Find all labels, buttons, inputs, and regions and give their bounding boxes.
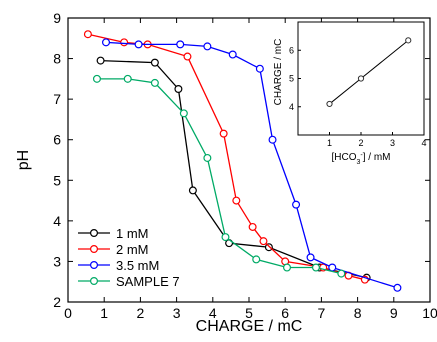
series-line [100, 59, 367, 279]
legend-label: SAMPLE 7 [116, 274, 180, 289]
data-point [393, 283, 402, 292]
main-axis-ticks: 0 1 2 3 4 5 6 7 8 9 10 2 3 4 5 6 7 8 9 [53, 10, 437, 321]
inset-y-axis-title: CHARGE / mC [273, 39, 284, 106]
data-point [96, 56, 105, 65]
data-point [219, 129, 228, 138]
series-3-5-mm [102, 38, 402, 292]
x-axis-title: CHARGE / mC [196, 318, 303, 335]
main-series-group [83, 30, 402, 292]
x-tick-label: 0 [64, 305, 72, 321]
inset-x-tick-label: 2 [358, 138, 363, 148]
data-point [292, 200, 301, 209]
data-point [328, 263, 337, 272]
data-point [264, 243, 273, 252]
data-point [203, 42, 212, 51]
data-point [183, 52, 192, 61]
x-tick-label: 10 [422, 305, 437, 321]
data-point [221, 233, 230, 242]
y-tick-label: 6 [53, 132, 61, 148]
data-point [123, 74, 132, 83]
data-point [188, 186, 197, 195]
main-plot: 0 1 2 3 4 5 6 7 8 9 10 2 3 4 5 6 7 8 9 CHARGE / mC pH [15, 10, 437, 335]
y-tick-label: 3 [53, 253, 61, 269]
data-point [203, 153, 212, 162]
series-sample-7 [92, 74, 346, 278]
legend-marker [89, 229, 98, 238]
data-point [283, 263, 292, 272]
data-point [306, 253, 315, 262]
legend-label: 1 mM [116, 226, 149, 241]
inset-series-group [326, 37, 412, 108]
data-point [92, 74, 101, 83]
inset-data-point [326, 100, 333, 108]
data-point [337, 269, 346, 278]
x-tick-label: 9 [390, 305, 398, 321]
inset-y-tick-label: 4 [289, 102, 294, 112]
inset-x-axis-title: [HCO3-] / mM [331, 152, 390, 166]
inset-x-tick-label: 1 [327, 138, 332, 148]
legend-marker [89, 277, 98, 286]
y-tick-label: 7 [53, 91, 61, 107]
data-point [150, 78, 159, 87]
x-tick-label: 6 [281, 305, 289, 321]
data-point [179, 109, 188, 118]
data-point [259, 237, 268, 246]
y-tick-label: 2 [53, 294, 61, 310]
data-point [102, 38, 111, 47]
data-point [311, 263, 320, 272]
data-point [232, 196, 241, 205]
inset-plot: 1 2 3 4 4 5 6 CHARGE / mC [HCO3-] / mM [273, 21, 427, 166]
data-point [134, 40, 143, 49]
data-point [176, 40, 185, 49]
legend-marker [89, 245, 98, 254]
data-point [174, 84, 183, 93]
data-point [252, 255, 261, 264]
inset-x-tick-label: 3 [390, 138, 395, 148]
inset-y-tick-label: 6 [289, 45, 294, 55]
x-tick-label: 8 [354, 305, 362, 321]
legend-label: 2 mM [116, 242, 149, 257]
y-tick-label: 4 [53, 213, 61, 229]
y-axis-title: pH [15, 150, 32, 170]
inset-axis-ticks: 1 2 3 4 4 5 6 [289, 45, 427, 148]
y-tick-label: 5 [53, 172, 61, 188]
data-point [255, 64, 264, 73]
inset-data-point [357, 75, 365, 82]
x-tick-label: 4 [209, 305, 217, 321]
data-point [268, 135, 277, 144]
data-point [228, 50, 237, 59]
data-point [83, 30, 92, 39]
x-tick-label: 5 [245, 305, 253, 321]
data-point [150, 58, 159, 67]
legend-marker [89, 261, 98, 270]
x-tick-label: 2 [137, 305, 145, 321]
y-tick-label: 8 [53, 51, 61, 67]
y-tick-label: 9 [53, 10, 61, 26]
data-point [120, 38, 129, 47]
x-tick-label: 1 [100, 305, 108, 321]
inset-x-tick-label: 4 [421, 138, 426, 148]
inset-data-point [405, 37, 412, 44]
legend-label: 3.5 mM [116, 258, 159, 273]
inset-y-tick-label: 5 [289, 74, 294, 84]
data-point [248, 222, 257, 231]
series-line [96, 78, 342, 275]
x-tick-label: 7 [318, 305, 326, 321]
x-tick-label: 3 [173, 305, 181, 321]
